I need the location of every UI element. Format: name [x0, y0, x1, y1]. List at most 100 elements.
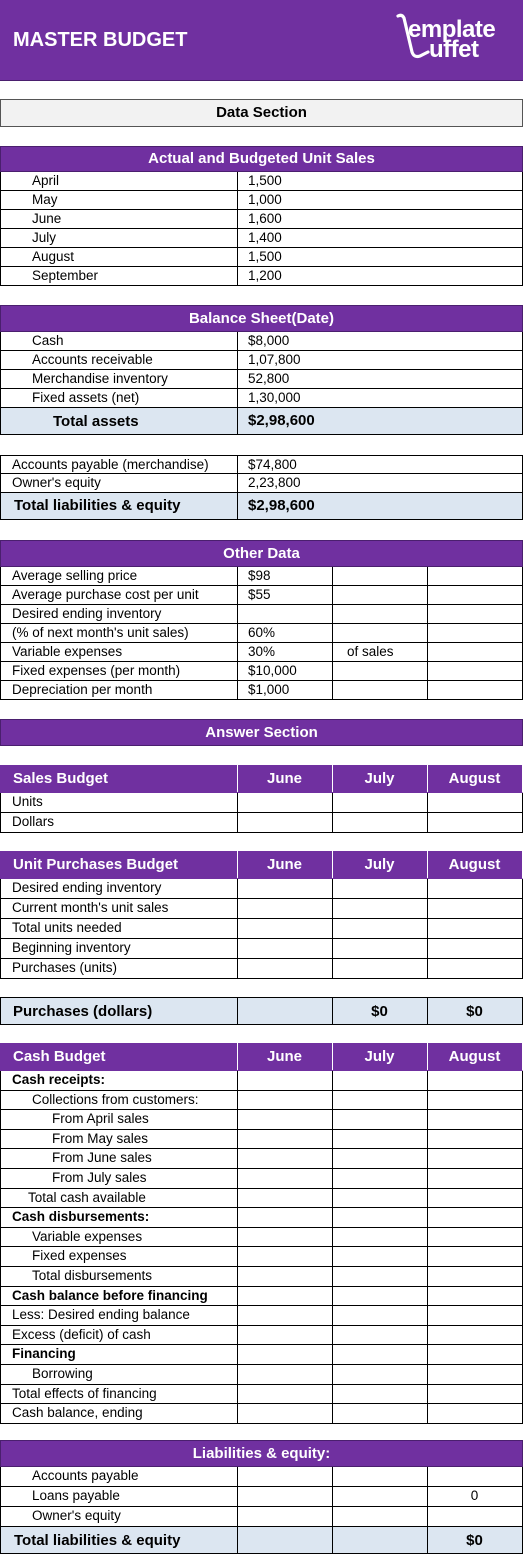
row-value[interactable]: 1,30,000: [237, 389, 523, 408]
cell-june[interactable]: [237, 1384, 333, 1405]
row-value[interactable]: 1,200: [237, 267, 523, 286]
cell-august[interactable]: [427, 1345, 523, 1365]
cell-july[interactable]: [332, 1090, 428, 1111]
cell-june[interactable]: [237, 939, 333, 959]
cell-june[interactable]: [237, 1507, 333, 1527]
cell-july[interactable]: [332, 1404, 428, 1424]
cell-august[interactable]: [427, 1090, 523, 1111]
cell-june[interactable]: [237, 1266, 333, 1287]
cell-august[interactable]: [427, 1247, 523, 1267]
cell-august[interactable]: [427, 879, 523, 899]
cell-june[interactable]: [237, 1306, 333, 1326]
cell-july[interactable]: [332, 959, 428, 979]
row-value[interactable]: $8,000: [237, 332, 523, 351]
row-value[interactable]: 1,07,800: [237, 351, 523, 370]
cell-july[interactable]: [332, 1507, 428, 1527]
cell-june[interactable]: [237, 1325, 333, 1346]
row-value[interactable]: 2,23,800: [237, 474, 523, 493]
cell-august[interactable]: [427, 1227, 523, 1248]
cell-june[interactable]: [237, 813, 333, 833]
cell-august[interactable]: [427, 1071, 523, 1091]
cell-july[interactable]: [332, 1247, 428, 1267]
row-value[interactable]: 1,000: [237, 191, 523, 210]
cell-july[interactable]: [332, 793, 428, 813]
cell-july[interactable]: [332, 1467, 428, 1487]
row-value[interactable]: $1,000: [237, 681, 333, 700]
cell-july[interactable]: [332, 1345, 428, 1365]
cell-june[interactable]: [237, 1227, 333, 1248]
cell-july[interactable]: [332, 1110, 428, 1130]
cell-august[interactable]: [427, 793, 523, 813]
row-value[interactable]: $55: [237, 586, 333, 605]
cell-august[interactable]: 0: [427, 1487, 523, 1507]
cell-june[interactable]: [237, 1247, 333, 1267]
cell-june[interactable]: [237, 1208, 333, 1228]
cell-july[interactable]: [332, 939, 428, 959]
row-value[interactable]: $10,000: [237, 662, 333, 681]
cell-july[interactable]: [332, 879, 428, 899]
cell-august[interactable]: [427, 899, 523, 919]
cell-june[interactable]: [237, 879, 333, 899]
cell-june[interactable]: [237, 1188, 333, 1209]
cell-august[interactable]: [427, 939, 523, 959]
cell-june[interactable]: [237, 793, 333, 813]
cell-august[interactable]: [427, 1325, 523, 1346]
cell-june[interactable]: [237, 899, 333, 919]
cell-july[interactable]: [332, 1227, 428, 1248]
cell-august[interactable]: [427, 1266, 523, 1287]
cell-august[interactable]: [427, 1286, 523, 1307]
cell-july[interactable]: [332, 899, 428, 919]
cell-june[interactable]: [237, 1071, 333, 1091]
cell-june[interactable]: [237, 1090, 333, 1111]
cell-june[interactable]: [237, 1149, 333, 1169]
row-value[interactable]: [237, 605, 333, 624]
cell-june[interactable]: [237, 1129, 333, 1150]
row-value[interactable]: 1,500: [237, 172, 523, 191]
cell-june[interactable]: [237, 1168, 333, 1189]
row-value[interactable]: 1,400: [237, 229, 523, 248]
cell-july[interactable]: [332, 919, 428, 939]
cell-august[interactable]: [427, 1168, 523, 1189]
cell-august[interactable]: [427, 1188, 523, 1209]
row-value[interactable]: 1,500: [237, 248, 523, 267]
cell-august[interactable]: [427, 1507, 523, 1527]
cell-august[interactable]: [427, 1404, 523, 1424]
cell-july[interactable]: [332, 1266, 428, 1287]
row-value[interactable]: $74,800: [237, 456, 523, 474]
cell-july[interactable]: [332, 1129, 428, 1150]
cell-july[interactable]: [332, 1364, 428, 1385]
cell-july[interactable]: [332, 1384, 428, 1405]
cell-august[interactable]: [427, 919, 523, 939]
row-value[interactable]: 30%: [237, 643, 333, 662]
row-value[interactable]: 1,600: [237, 210, 523, 229]
cell-july[interactable]: [332, 1487, 428, 1507]
cell-june[interactable]: [237, 1487, 333, 1507]
cell-august[interactable]: [427, 1384, 523, 1405]
cell-july[interactable]: [332, 1325, 428, 1346]
cell-august[interactable]: [427, 813, 523, 833]
cell-june[interactable]: [237, 959, 333, 979]
cell-july[interactable]: [332, 1286, 428, 1307]
cell-august[interactable]: [427, 1110, 523, 1130]
row-value[interactable]: $98: [237, 567, 333, 586]
cell-july[interactable]: [332, 1188, 428, 1209]
row-value[interactable]: 52,800: [237, 370, 523, 389]
cell-august[interactable]: [427, 1364, 523, 1385]
cell-july[interactable]: [332, 813, 428, 833]
cell-august[interactable]: [427, 959, 523, 979]
cell-august[interactable]: [427, 1129, 523, 1150]
cell-june[interactable]: [237, 919, 333, 939]
cell-august[interactable]: [427, 1306, 523, 1326]
cell-june[interactable]: [237, 1404, 333, 1424]
cell-june[interactable]: [237, 1345, 333, 1365]
cell-august[interactable]: [427, 1208, 523, 1228]
cell-june[interactable]: [237, 1467, 333, 1487]
cell-june[interactable]: [237, 1364, 333, 1385]
cell-june[interactable]: [237, 1286, 333, 1307]
cell-august[interactable]: [427, 1149, 523, 1169]
cell-august[interactable]: [427, 1467, 523, 1487]
cell-june[interactable]: [237, 1110, 333, 1130]
cell-july[interactable]: [332, 1208, 428, 1228]
row-value[interactable]: 60%: [237, 624, 333, 643]
cell-july[interactable]: [332, 1168, 428, 1189]
